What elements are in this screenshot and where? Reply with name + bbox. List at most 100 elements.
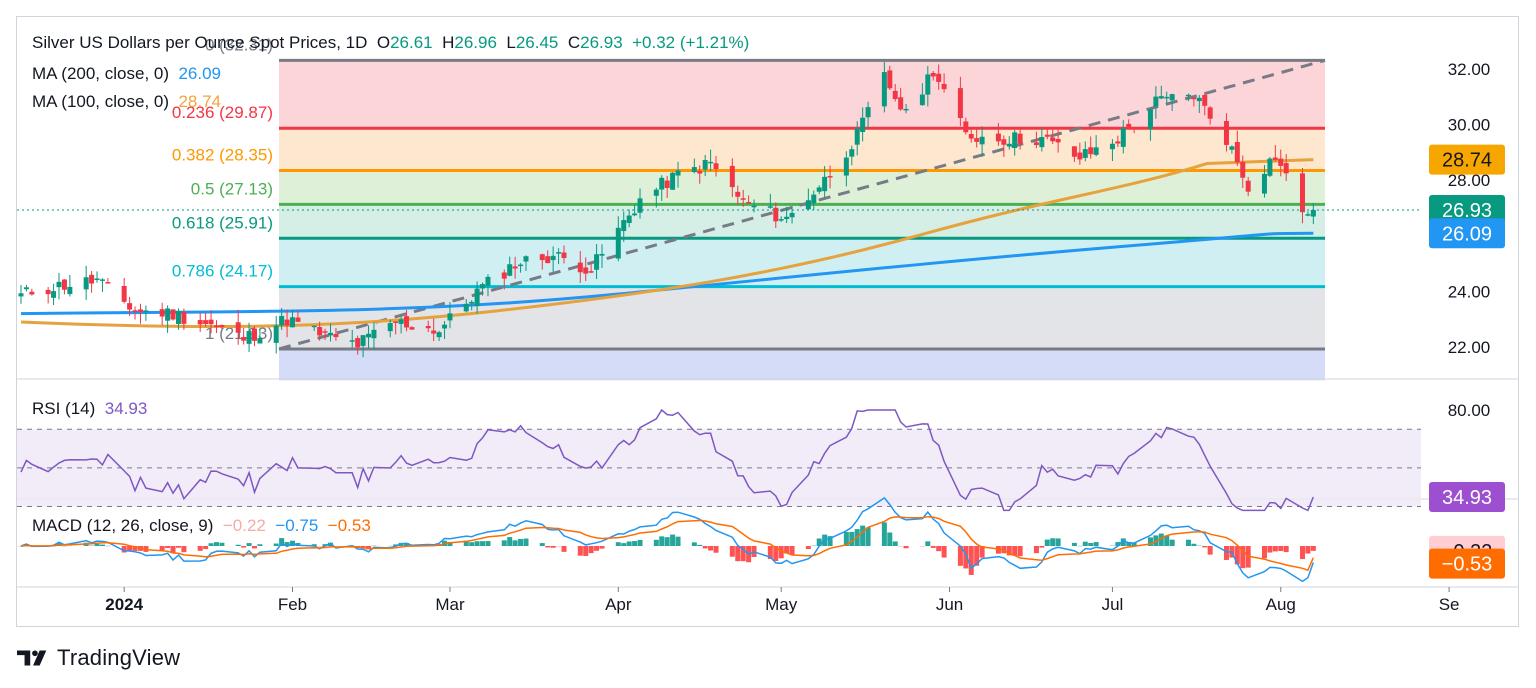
macd-histogram-bar	[203, 546, 209, 550]
macd-histogram-bar	[740, 546, 746, 562]
candle-body	[333, 333, 339, 338]
candle-body	[751, 205, 757, 208]
candle-body	[1001, 139, 1007, 145]
macd-histogram-bar	[311, 544, 317, 546]
candle-body	[1245, 180, 1251, 192]
candle-body	[1191, 97, 1197, 100]
ma100-legend[interactable]: MA (100, close, 0) 28.74	[32, 92, 221, 112]
candle-body	[485, 276, 491, 286]
macd-histogram-bar	[18, 546, 24, 547]
candle-body	[1261, 173, 1267, 194]
candle-body	[773, 207, 779, 222]
price-chart[interactable]: 0.236 (29.87) 0.382 (28.35) 0.5 (27.13) 0.6…	[17, 17, 1519, 627]
value-badge-label: 34.93	[1442, 487, 1492, 509]
candle-body	[1050, 137, 1056, 142]
macd-histogram-bar	[670, 534, 676, 546]
candle-body	[501, 272, 507, 279]
candle-body	[181, 311, 187, 324]
candle-body	[675, 170, 681, 176]
macd-histogram-bar	[1272, 546, 1278, 552]
macd-histogram-bar	[317, 546, 323, 547]
ma200-legend[interactable]: MA (200, close, 0) 26.09	[32, 64, 221, 84]
macd-histogram-bar	[1017, 546, 1023, 557]
ma100-value: 28.74	[178, 92, 222, 111]
macd-histogram-bar	[121, 546, 127, 553]
candle-body	[203, 320, 209, 325]
candle-body	[735, 191, 741, 197]
candle-body	[371, 329, 377, 339]
time-tick-label: Feb	[278, 595, 307, 614]
candle-body	[556, 252, 562, 254]
candle-body	[311, 325, 317, 328]
macd-histogram-bar	[561, 546, 567, 552]
candle-body	[523, 256, 529, 262]
macd-histogram-bar	[729, 546, 735, 557]
candle-body	[1267, 158, 1273, 176]
macd-histogram-bar	[99, 544, 105, 546]
close-value: 26.93	[580, 33, 623, 52]
macd-hist-value: −0.22	[222, 516, 266, 535]
candle-body	[51, 291, 57, 298]
macd-histogram-bar	[599, 546, 605, 549]
ma200-value: 26.09	[178, 64, 222, 83]
time-tick-label: 2024	[105, 595, 143, 614]
macd-histogram-bar	[1185, 539, 1191, 546]
candle-body	[789, 212, 795, 218]
macd-histogram-bar	[1055, 538, 1061, 546]
macd-histogram-bar	[512, 540, 518, 546]
low-label: L	[506, 33, 516, 52]
macd-histogram-bar	[1261, 546, 1267, 559]
macd-histogram-bar	[550, 546, 556, 548]
candle-body	[1006, 143, 1012, 147]
price-tick-label: 28.00	[1448, 171, 1491, 190]
candle-body	[854, 128, 860, 145]
macd-histogram-bar	[1234, 546, 1240, 565]
candle-body	[425, 326, 431, 329]
candle-body	[121, 285, 127, 302]
candle-body	[925, 74, 931, 95]
macd-histogram-bar	[588, 546, 594, 554]
macd-histogram-bar	[789, 546, 795, 555]
macd-histogram-bar	[170, 546, 176, 554]
candle-body	[387, 323, 393, 332]
candle-body	[1017, 133, 1023, 144]
tradingview-branding[interactable]: TradingView	[17, 644, 180, 672]
value-badge	[1429, 144, 1505, 175]
candle-body	[1272, 157, 1278, 160]
candle-body	[816, 187, 822, 192]
candle-body	[328, 332, 334, 336]
macd-histogram-bar	[1169, 539, 1175, 546]
macd-histogram-bar	[919, 546, 925, 547]
candle-body	[963, 121, 969, 133]
macd-histogram-bar	[181, 546, 187, 553]
macd-histogram-bar	[925, 541, 931, 546]
candle-body	[474, 288, 480, 306]
candle-body	[626, 215, 632, 224]
macd-histogram-bar	[366, 546, 372, 550]
macd-histogram-bar	[89, 545, 95, 547]
time-tick-label: Apr	[605, 595, 632, 614]
candle-body	[1207, 107, 1213, 119]
macd-histogram-bar	[273, 543, 279, 546]
candle-body	[1039, 137, 1045, 148]
macd-histogram-bar	[1207, 546, 1213, 555]
candle-body	[1234, 141, 1240, 163]
candle-body	[273, 325, 279, 343]
candle-body	[903, 108, 909, 111]
candle-body	[1185, 94, 1191, 97]
macd-histogram-bar	[556, 546, 562, 547]
macd-histogram-bar	[957, 546, 963, 566]
macd-legend[interactable]: MACD (12, 26, close, 9) −0.22 −0.75 −0.5…	[32, 516, 371, 536]
candle-body	[827, 176, 833, 178]
rsi-legend[interactable]: RSI (14) 34.93	[32, 399, 147, 419]
candle-body	[892, 90, 898, 99]
macd-histogram-bar	[995, 546, 1001, 554]
macd-histogram-bar	[1033, 546, 1039, 554]
macd-histogram-bar	[811, 544, 817, 546]
macd-histogram-bar	[1158, 533, 1164, 546]
candle-body	[170, 309, 176, 320]
candle-body	[241, 337, 247, 341]
macd-histogram-bar	[539, 543, 545, 546]
macd-histogram-bar	[903, 546, 909, 549]
candle-body	[83, 277, 89, 290]
